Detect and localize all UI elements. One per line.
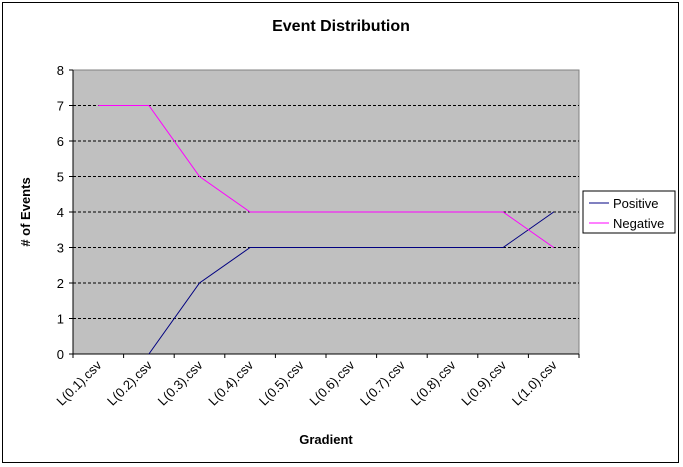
x-tick-label: L(0.8).csv bbox=[408, 357, 459, 408]
y-axis-ticks: 0 1 2 3 4 5 6 7 8 bbox=[57, 63, 73, 362]
legend-label-positive: Positive bbox=[613, 196, 659, 211]
y-tick-label: 2 bbox=[57, 276, 64, 291]
y-axis-title: # of Events bbox=[18, 177, 33, 246]
series-line-negative bbox=[98, 105, 554, 248]
legend-box bbox=[582, 190, 676, 234]
x-tick-label: L(0.1).csv bbox=[53, 357, 104, 408]
y-tick-label: 7 bbox=[57, 99, 64, 114]
y-tick-label: 6 bbox=[57, 134, 64, 149]
legend: Positive Negative bbox=[582, 190, 676, 234]
series-line-positive bbox=[148, 211, 554, 355]
y-tick-label: 1 bbox=[57, 312, 64, 327]
y-tick-label: 0 bbox=[57, 347, 64, 362]
x-tick-label: L(0.3).csv bbox=[155, 357, 206, 408]
x-tick-label: L(0.9).csv bbox=[458, 357, 509, 408]
chart-title: Event Distribution bbox=[272, 18, 410, 35]
x-axis-title: Gradient bbox=[299, 432, 353, 447]
x-tick-label: L(0.6).csv bbox=[306, 357, 357, 408]
x-tick-label: L(0.7).csv bbox=[357, 357, 408, 408]
series-lines bbox=[98, 105, 554, 355]
y-tick-label: 4 bbox=[57, 205, 64, 220]
y-tick-label: 5 bbox=[57, 170, 64, 185]
x-tick-label: L(1.0).csv bbox=[509, 357, 560, 408]
x-tick-label: L(0.2).csv bbox=[104, 357, 155, 408]
x-tick-label: L(0.4).csv bbox=[205, 357, 256, 408]
y-tick-label: 8 bbox=[57, 63, 64, 78]
legend-label-negative: Negative bbox=[613, 216, 664, 231]
x-tick-label: L(0.5).csv bbox=[256, 357, 307, 408]
x-axis-ticks: L(0.1).csv L(0.2).csv L(0.3).csv L(0.4).csv… bbox=[53, 354, 580, 408]
y-tick-label: 3 bbox=[57, 241, 64, 256]
